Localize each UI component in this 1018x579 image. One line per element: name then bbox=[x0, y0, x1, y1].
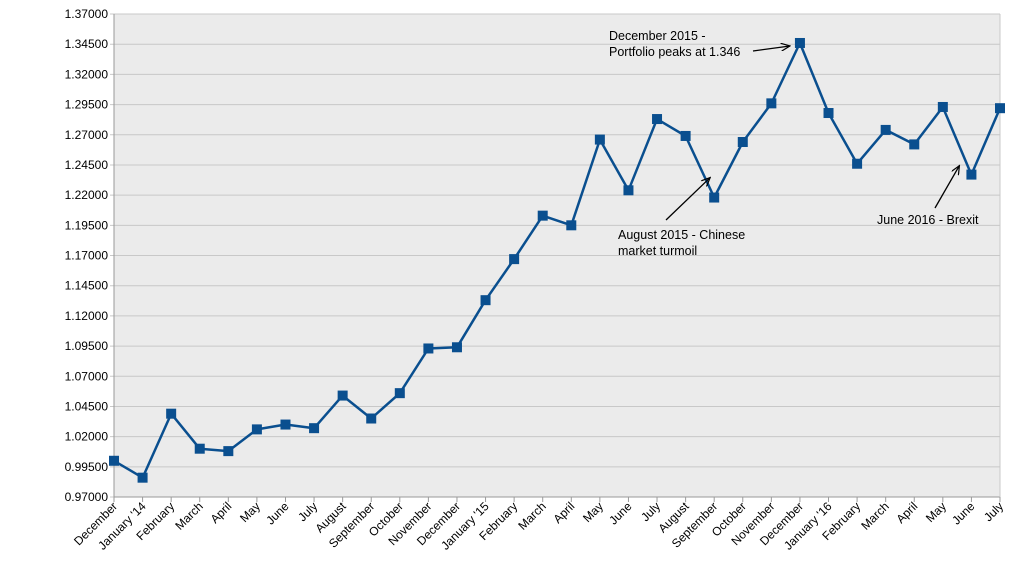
y-tick-label: 1.12000 bbox=[65, 309, 109, 323]
data-point bbox=[480, 295, 491, 306]
data-point bbox=[280, 419, 291, 430]
data-point bbox=[223, 446, 234, 457]
data-point bbox=[309, 423, 320, 434]
data-point bbox=[852, 158, 863, 169]
data-point bbox=[509, 254, 520, 265]
y-tick-label: 1.02000 bbox=[65, 430, 109, 444]
data-point bbox=[823, 108, 834, 119]
x-tick-label: March bbox=[515, 499, 548, 532]
data-point bbox=[794, 37, 805, 48]
data-point bbox=[451, 342, 462, 353]
data-point bbox=[995, 103, 1005, 114]
data-point bbox=[709, 192, 720, 203]
annotation-line: Portfolio peaks at 1.346 bbox=[609, 45, 740, 59]
y-tick-label: 0.99500 bbox=[65, 460, 109, 474]
x-tick-label: March bbox=[858, 499, 891, 532]
y-tick-label: 1.04500 bbox=[65, 399, 109, 413]
data-point bbox=[251, 424, 262, 435]
y-axis: 1.37000 1.34500 1.32000 1.29500 1.27000 1.245… bbox=[65, 7, 109, 504]
series-line bbox=[109, 37, 1005, 483]
annotation-line: June 2016 - Brexit bbox=[877, 213, 979, 227]
annotation-arrow bbox=[752, 46, 790, 52]
y-tick-label: 1.22000 bbox=[65, 188, 109, 202]
y-tick-label: 1.29500 bbox=[65, 98, 109, 112]
annotation-line: market turmoil bbox=[618, 244, 697, 258]
annotation-line: December 2015 - bbox=[609, 29, 706, 43]
data-point bbox=[194, 443, 205, 454]
x-tick-label: May bbox=[237, 499, 263, 525]
y-tick-label: 0.97000 bbox=[65, 490, 109, 504]
data-point bbox=[337, 390, 348, 401]
data-point bbox=[623, 185, 634, 196]
data-point bbox=[566, 220, 577, 231]
data-point bbox=[909, 139, 920, 150]
data-point bbox=[366, 413, 377, 424]
annotation-arrow bbox=[934, 166, 959, 209]
x-tick-label: April bbox=[208, 499, 235, 526]
y-tick-label: 1.37000 bbox=[65, 7, 109, 21]
data-point bbox=[109, 455, 119, 466]
y-tick-label: 1.09500 bbox=[65, 339, 109, 353]
x-tick-label: July bbox=[981, 499, 1006, 524]
data-point bbox=[423, 343, 434, 354]
y-tick-label: 1.17000 bbox=[65, 249, 109, 263]
annotation-text: June 2016 - Brexit bbox=[877, 213, 979, 227]
y-tick-label: 1.19500 bbox=[65, 218, 109, 232]
y-tick-label: 1.07000 bbox=[65, 369, 109, 383]
x-tick-label: June bbox=[949, 499, 978, 528]
y-tick-label: 1.32000 bbox=[65, 67, 109, 81]
x-tick-label: April bbox=[893, 499, 920, 526]
annotation-arrow bbox=[665, 178, 710, 221]
data-point bbox=[766, 98, 777, 109]
y-tick-label: 1.27000 bbox=[65, 128, 109, 142]
data-point bbox=[652, 114, 663, 125]
gridlines bbox=[110, 13, 1000, 498]
y-tick-label: 1.14500 bbox=[65, 279, 109, 293]
data-point bbox=[166, 408, 177, 419]
x-tick-label: March bbox=[172, 499, 205, 532]
data-point bbox=[594, 134, 605, 145]
data-point bbox=[137, 472, 148, 483]
data-point bbox=[880, 124, 891, 135]
x-tick-label: June bbox=[606, 499, 635, 528]
y-tick-label: 1.34500 bbox=[65, 37, 109, 51]
annotation-text: December 2015 - Portfolio peaks at 1.346 bbox=[609, 29, 740, 59]
data-point bbox=[680, 130, 691, 141]
data-point bbox=[966, 169, 977, 180]
data-point bbox=[937, 101, 948, 112]
data-point bbox=[537, 210, 548, 221]
x-tick-label: May bbox=[923, 499, 949, 525]
annotations: December 2015 - Portfolio peaks at 1.346 A… bbox=[609, 29, 979, 258]
x-tick-label: April bbox=[551, 499, 578, 526]
data-point bbox=[394, 388, 405, 399]
y-tick-label: 1.24500 bbox=[65, 158, 109, 172]
annotation-text: August 2015 - Chinese market turmoil bbox=[618, 228, 745, 258]
x-tick-label: May bbox=[580, 499, 606, 525]
annotation-line: August 2015 - Chinese bbox=[618, 228, 745, 242]
x-tick-label: June bbox=[263, 499, 292, 528]
data-point bbox=[737, 136, 748, 147]
